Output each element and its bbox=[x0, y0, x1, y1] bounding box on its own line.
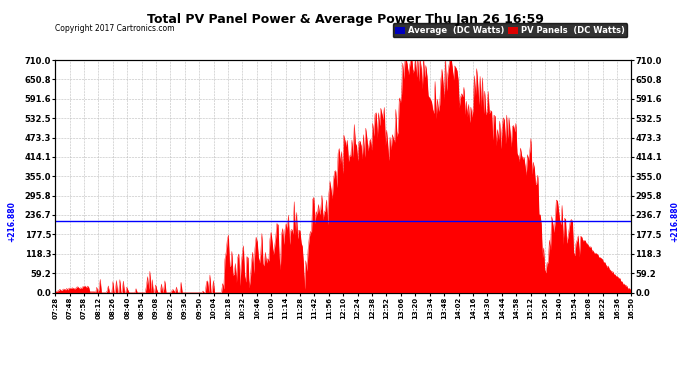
Text: Copyright 2017 Cartronics.com: Copyright 2017 Cartronics.com bbox=[55, 24, 175, 33]
Text: Total PV Panel Power & Average Power Thu Jan 26 16:59: Total PV Panel Power & Average Power Thu… bbox=[146, 13, 544, 26]
Text: +216.880: +216.880 bbox=[8, 201, 17, 242]
Text: +216.880: +216.880 bbox=[670, 201, 679, 242]
Legend: Average  (DC Watts), PV Panels  (DC Watts): Average (DC Watts), PV Panels (DC Watts) bbox=[393, 24, 627, 38]
